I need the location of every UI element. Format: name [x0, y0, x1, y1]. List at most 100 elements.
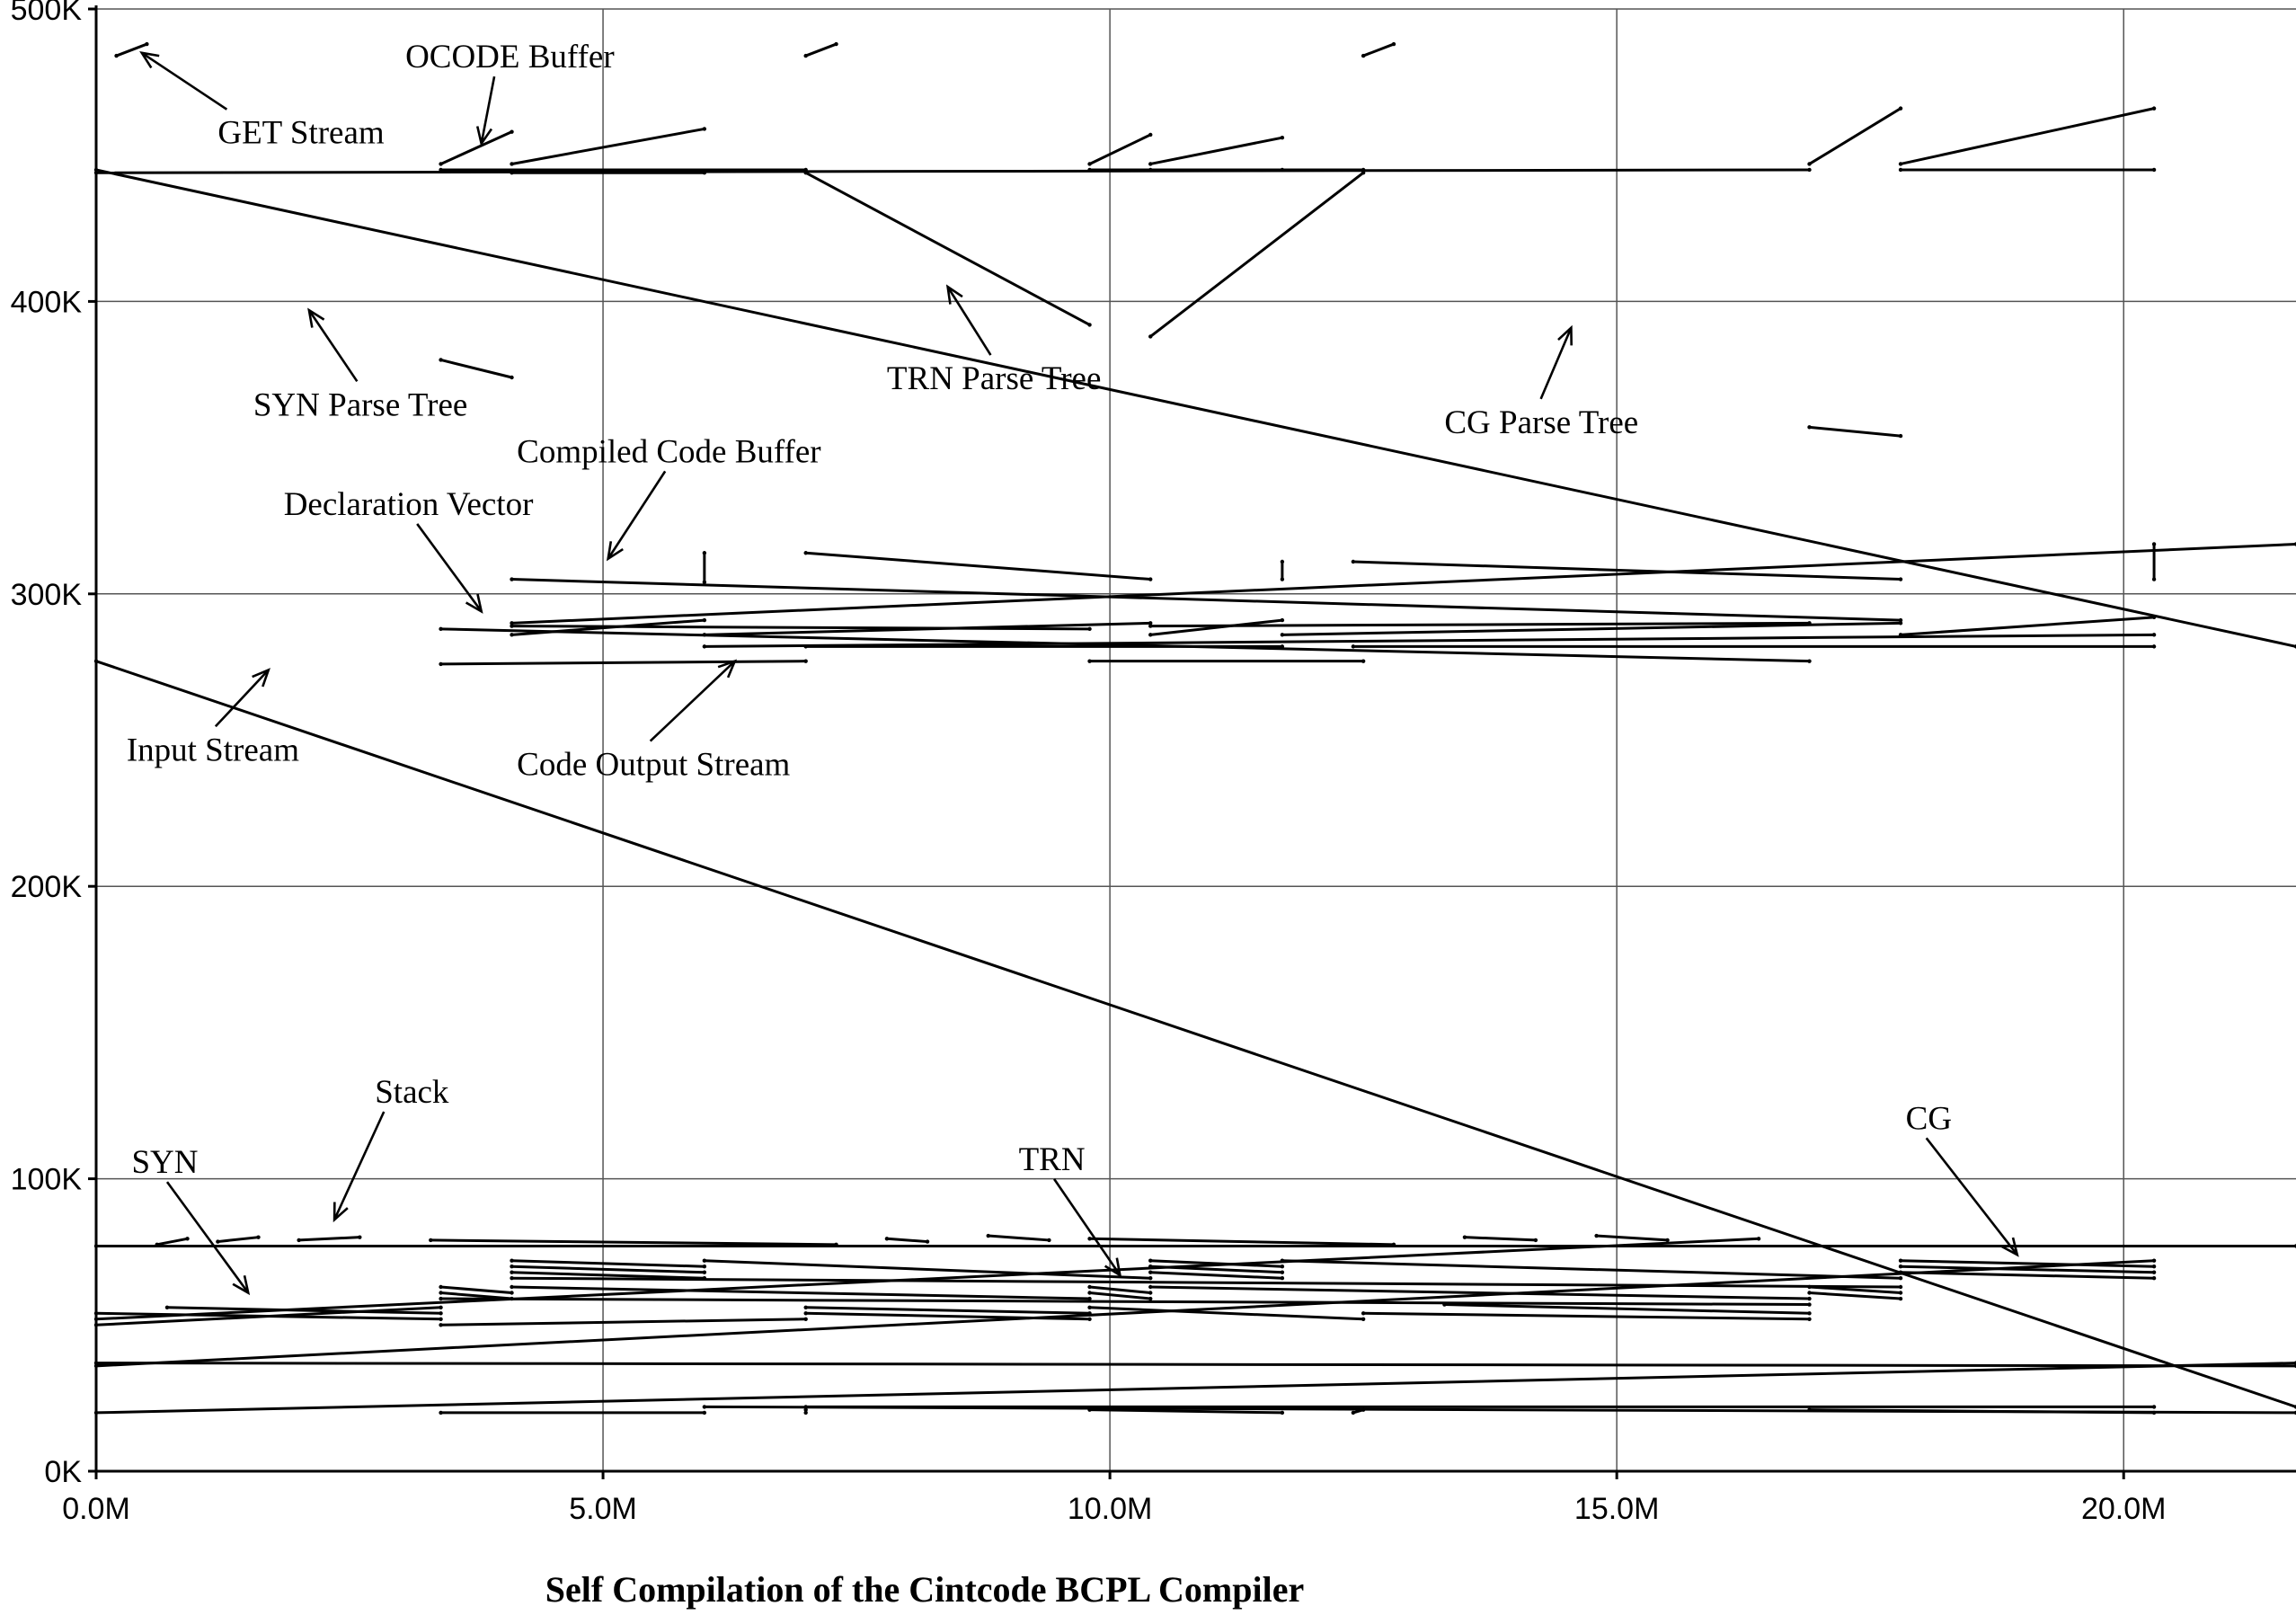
y-tick-label: 400K — [11, 285, 83, 319]
annotation-arrowhead — [232, 1274, 251, 1296]
annotation-arrowhead — [606, 541, 624, 562]
annotation-arrowhead — [1557, 324, 1573, 346]
annotation-arrowhead — [717, 659, 738, 679]
trace-point — [803, 644, 808, 649]
annotation-arrowhead — [252, 668, 270, 688]
trace-point — [439, 167, 443, 173]
annotation-arrow — [480, 75, 496, 144]
trace-segment — [1089, 1408, 1282, 1415]
annotation-arrow — [214, 669, 270, 728]
trace-segment — [95, 168, 2296, 648]
trace-point — [439, 358, 443, 362]
trace-point — [1807, 1302, 1812, 1307]
trace-point — [1807, 162, 1812, 166]
annotation-arrowhead — [1104, 1257, 1122, 1278]
trace-point — [2151, 1264, 2157, 1269]
trace-segment — [805, 1306, 1090, 1315]
trace-point — [2293, 1361, 2296, 1365]
trace-point — [702, 580, 707, 584]
trace-point — [834, 1242, 838, 1247]
trace-point — [1898, 1284, 1903, 1290]
trace-segment — [1089, 1306, 1364, 1321]
trace-point — [256, 1235, 261, 1239]
trace-point — [297, 1238, 301, 1243]
annotation-label: Stack — [375, 1074, 449, 1111]
trace-point — [510, 577, 514, 581]
trace-point — [1807, 425, 1812, 430]
trace-segment — [1464, 1236, 1536, 1242]
trace-segment — [511, 1271, 705, 1280]
annotation-arrow — [649, 660, 736, 742]
trace-point — [1087, 162, 1092, 166]
trace-point — [1391, 41, 1396, 47]
trace-segment — [1901, 1271, 2155, 1280]
trace-point — [439, 1410, 443, 1415]
trace-segment — [1150, 618, 1283, 636]
trace-segment — [1281, 1259, 1902, 1280]
trace-point — [702, 617, 707, 623]
annotation-arrow — [1539, 327, 1573, 400]
trace-point — [1898, 1276, 1903, 1281]
annotation-arrowhead — [475, 126, 493, 146]
trace-point — [510, 375, 514, 380]
annotation-arrow — [141, 51, 228, 111]
trace-point — [510, 1258, 514, 1263]
x-tick-label: 15.0M — [1574, 1492, 1660, 1526]
trace-segment — [440, 627, 1810, 663]
trace-segment — [1089, 1291, 1151, 1300]
annotation-arrowhead — [465, 593, 483, 614]
trace-point — [803, 551, 808, 555]
trace-point — [429, 1238, 433, 1243]
trace-point — [2293, 644, 2296, 649]
trace-point — [1280, 135, 1285, 140]
trace-segment — [1809, 1291, 1902, 1300]
trace-point — [439, 1317, 443, 1321]
trace-point — [439, 661, 443, 667]
trace-point — [164, 1305, 170, 1309]
annotation-arrow — [1053, 1178, 1121, 1276]
trace-point — [1148, 132, 1153, 138]
trace-segment — [804, 171, 1091, 326]
trace-point — [2151, 1258, 2157, 1263]
trace-segment — [511, 618, 705, 636]
trace-point — [510, 624, 514, 628]
trace-segment — [704, 1259, 1151, 1280]
trace-point — [439, 1291, 443, 1295]
trace-point — [1351, 644, 1356, 649]
trace-point — [510, 633, 514, 637]
trace-point — [2293, 1410, 2296, 1415]
trace-point — [1087, 1305, 1092, 1309]
trace-point — [702, 1410, 707, 1415]
annotation-arrow — [165, 1181, 250, 1294]
trace-segment — [1150, 621, 1810, 628]
trace-point — [803, 1410, 808, 1415]
trace-segment — [1089, 1237, 1395, 1247]
trace-points — [93, 41, 2296, 1415]
trace-point — [1665, 1238, 1670, 1243]
trace-point — [1361, 659, 1366, 663]
trace-point — [510, 1284, 514, 1290]
trace-point — [925, 1239, 930, 1244]
trace-point — [510, 162, 514, 166]
trace-point — [2151, 633, 2157, 637]
trace-point — [1807, 659, 1812, 663]
y-tick-label: 300K — [11, 578, 83, 612]
annotation-arrow — [416, 523, 483, 613]
trace-point — [1898, 162, 1903, 166]
trace-segment — [1809, 425, 1902, 438]
trace-point — [1087, 167, 1092, 173]
trace-segment — [95, 1259, 2155, 1368]
trace-point — [439, 1284, 443, 1290]
trace-point — [1087, 1407, 1092, 1412]
trace-segments — [95, 42, 2296, 1415]
trace-point — [145, 41, 149, 47]
trace-point — [1898, 1291, 1903, 1295]
annotation-label: Code Output Stream — [517, 747, 790, 784]
trace-segment — [704, 633, 2155, 648]
trace-segment — [805, 42, 838, 58]
trace-point — [2151, 167, 2157, 173]
trace-point — [702, 1270, 707, 1274]
trace-point — [803, 659, 808, 663]
trace-point — [702, 644, 707, 649]
